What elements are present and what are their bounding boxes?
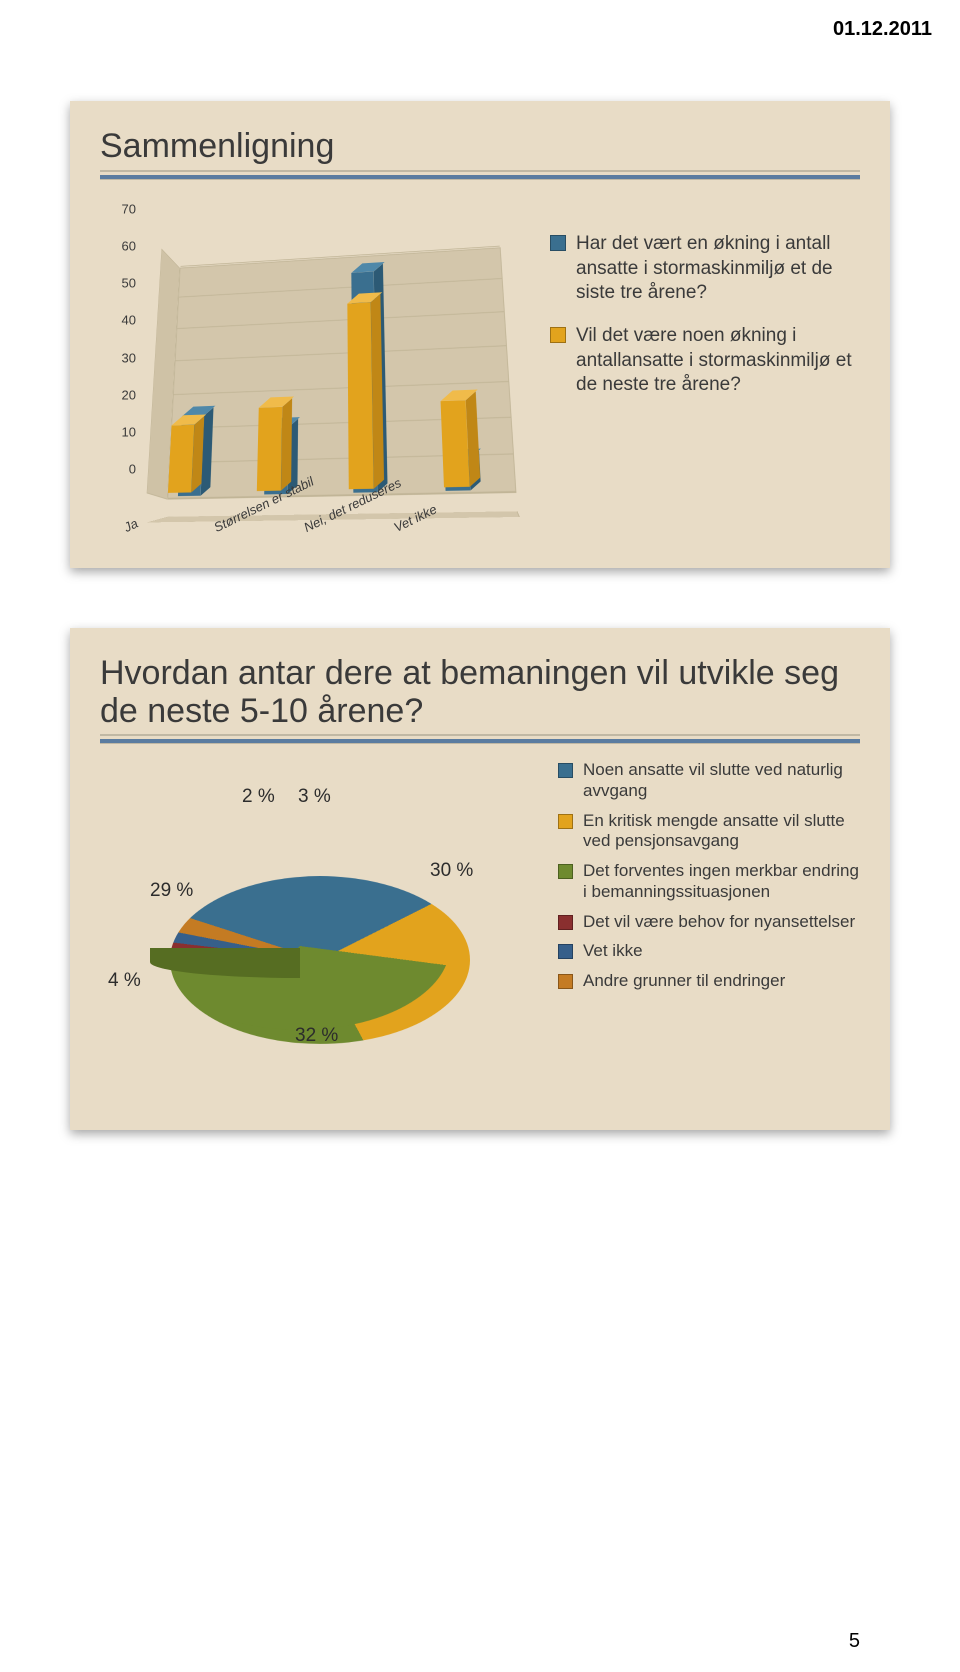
legend-item: Vil det være noen økning i antallansatte… bbox=[550, 324, 860, 398]
pie-slice-label: 30 % bbox=[430, 860, 473, 882]
pie-slice-label: 32 % bbox=[295, 1025, 338, 1047]
legend-text: En kritisk mengde ansatte vil slutte ved… bbox=[583, 811, 860, 852]
slide-1: Sammenligning 010203040506070 JaStørrels… bbox=[70, 101, 890, 568]
title-divider bbox=[100, 170, 860, 180]
legend-text: Det forventes ingen merkbar endring i be… bbox=[583, 861, 860, 902]
legend-swatch bbox=[558, 814, 573, 829]
page-date: 01.12.2011 bbox=[0, 0, 960, 41]
legend-item: En kritisk mengde ansatte vil slutte ved… bbox=[558, 811, 860, 852]
legend-swatch bbox=[558, 944, 573, 959]
bar-chart: 010203040506070 JaStørrelsen er stabilNe… bbox=[100, 218, 530, 538]
legend-text: Det vil være behov for nyansettelser bbox=[583, 912, 855, 933]
pie-slice-label: 3 % bbox=[298, 786, 331, 808]
legend-text: Andre grunner til endringer bbox=[583, 971, 785, 992]
pie-chart-legend: Noen ansatte vil slutte ved naturlig avv… bbox=[558, 760, 860, 1100]
legend-text: Noen ansatte vil slutte ved naturlig avv… bbox=[583, 760, 860, 801]
pie-slice-label: 2 % bbox=[242, 786, 275, 808]
legend-swatch bbox=[550, 235, 566, 251]
page-number: 5 bbox=[849, 1630, 860, 1653]
slide-2: Hvordan antar dere at bemaningen vil utv… bbox=[70, 628, 890, 1130]
legend-text: Vet ikke bbox=[583, 941, 643, 962]
pie-slice-label: 4 % bbox=[108, 970, 141, 992]
legend-item: Andre grunner til endringer bbox=[558, 971, 860, 992]
slide-2-title: Hvordan antar dere at bemaningen vil utv… bbox=[100, 654, 860, 730]
legend-swatch bbox=[558, 915, 573, 930]
pie-slice-label: 29 % bbox=[150, 880, 193, 902]
x-axis-labels: JaStørrelsen er stabilNei, det reduseres… bbox=[136, 488, 516, 544]
slide-1-title: Sammenligning bbox=[100, 127, 860, 166]
legend-item: Det forventes ingen merkbar endring i be… bbox=[558, 861, 860, 902]
bar-chart-legend: Har det vært en økning i antall ansatte … bbox=[550, 218, 860, 538]
pie-chart: 30 % 32 % 29 % 4 % 2 % 3 % bbox=[100, 760, 540, 1100]
legend-item: Det vil være behov for nyansettelser bbox=[558, 912, 860, 933]
legend-swatch bbox=[558, 974, 573, 989]
legend-item: Noen ansatte vil slutte ved naturlig avv… bbox=[558, 760, 860, 801]
title-divider bbox=[100, 734, 860, 744]
legend-swatch bbox=[550, 327, 566, 343]
legend-text: Har det vært en økning i antall ansatte … bbox=[576, 232, 860, 306]
legend-item: Har det vært en økning i antall ansatte … bbox=[550, 232, 860, 306]
legend-swatch bbox=[558, 864, 573, 879]
legend-text: Vil det være noen økning i antallansatte… bbox=[576, 324, 860, 398]
legend-swatch bbox=[558, 763, 573, 778]
legend-item: Vet ikke bbox=[558, 941, 860, 962]
y-axis-labels: 010203040506070 bbox=[100, 218, 142, 488]
